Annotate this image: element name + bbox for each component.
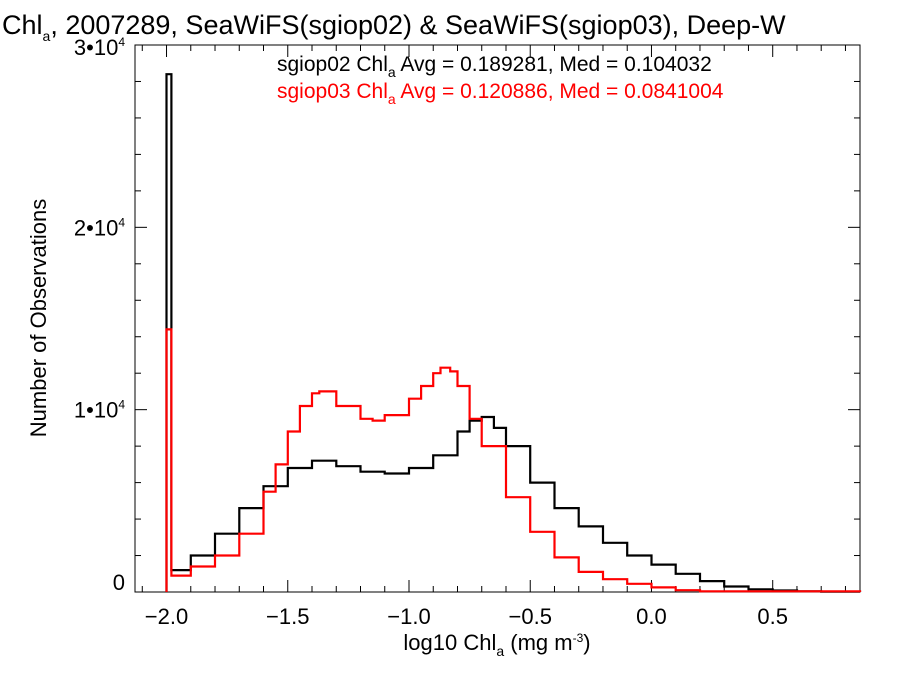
chart-title: Chla, 2007289, SeaWiFS(sgiop02) & SeaWiF… <box>2 10 786 44</box>
y-axis: 0 1•104 2•104 3•104 <box>74 35 860 595</box>
x-tick-label: −1.0 <box>387 604 430 629</box>
y-tick-label: 0 <box>113 570 125 595</box>
y-axis-label: Number of Observations <box>26 199 51 437</box>
plot-frame <box>134 44 861 593</box>
y-tick-label: 2•104 <box>74 215 125 240</box>
x-axis: −2.0 −1.5 −1.0 −0.5 0.0 0.5 <box>141 45 846 629</box>
series-sgiop02-line <box>165 73 862 593</box>
series-sgiop03-line <box>165 328 862 593</box>
x-tick-label: −2.0 <box>145 604 188 629</box>
annotation-sgiop03: sgiop03 Chla Avg = 0.120886, Med = 0.084… <box>277 80 724 107</box>
y-tick-label: 3•104 <box>74 35 125 60</box>
annotation-sgiop02: sgiop02 Chla Avg = 0.189281, Med = 0.104… <box>277 53 712 80</box>
y-tick-label: 1•104 <box>74 398 125 423</box>
series-layer <box>165 73 862 593</box>
x-axis-label: log10 Chla (mg m-3) <box>403 630 590 659</box>
x-tick-label: 0.0 <box>636 604 667 629</box>
x-tick-label: −1.5 <box>266 604 309 629</box>
x-tick-label: 0.5 <box>757 604 788 629</box>
x-tick-label: −0.5 <box>509 604 552 629</box>
